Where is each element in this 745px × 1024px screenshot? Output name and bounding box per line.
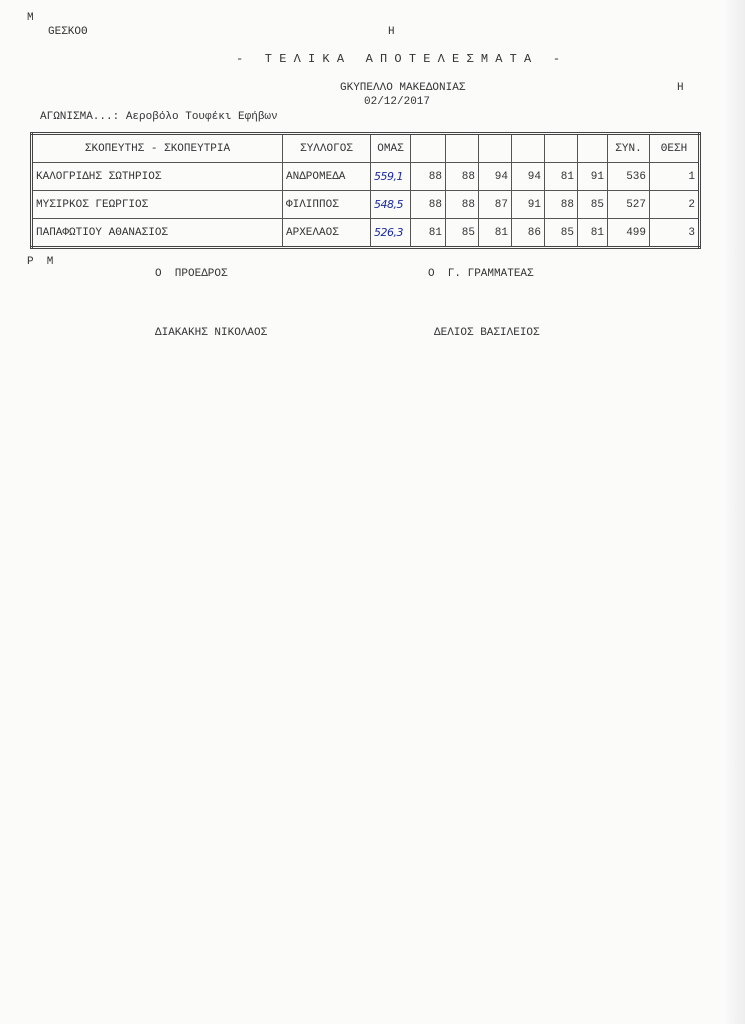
series-score: 88	[445, 162, 479, 191]
shooter-name: ΜΥΣΙΡΚΟΣ ΓΕΩΡΓΙΟΣ	[31, 190, 283, 219]
place: 3	[649, 218, 700, 248]
series-score: 88	[410, 190, 446, 219]
club-name: ΦΙΛΙΠΠΟΣ	[282, 190, 371, 219]
mark-h: H	[677, 82, 684, 94]
column-header	[445, 133, 479, 163]
place: 1	[649, 162, 700, 191]
series-score: 81	[478, 218, 512, 248]
column-header	[478, 133, 512, 163]
series-score: 86	[511, 218, 545, 248]
column-header: ΣΥΝ.	[607, 133, 650, 163]
series-score: 81	[577, 218, 608, 248]
column-header: ΣΚΟΠΕΥΤΗΣ - ΣΚΟΠΕΥΤΡΙΑ	[31, 133, 283, 163]
secretary-title: Ο Γ. ΓΡΑΜΜΑΤΕΑΣ	[428, 268, 534, 280]
team-score-handwritten: 548,5	[370, 190, 411, 219]
results-table: ΣΚΟΠΕΥΤΗΣ - ΣΚΟΠΕΥΤΡΙΑ ΣΥΛΛΟΓΟΣ ΟΜΑΣ ΣΥΝ…	[30, 132, 701, 249]
column-header: ΣΥΛΛΟΓΟΣ	[282, 133, 371, 163]
total-score: 499	[607, 218, 650, 248]
corner-mark: M	[27, 12, 34, 24]
series-score: 85	[544, 218, 578, 248]
column-header	[511, 133, 545, 163]
event-label: ΑΓΩΝΙΣΜΑ...: Αεροβόλο Τουφέκι Εφήβων	[40, 111, 278, 123]
column-header	[410, 133, 446, 163]
table-row: ΠΑΠΑΦΩΤΙΟΥ ΑΘΑΝΑΣΙΟΣ ΑΡΧΕΛΑΟΣ 526,3 81 85 81 8…	[31, 218, 700, 248]
series-score: 87	[478, 190, 512, 219]
scan-edge	[723, 0, 745, 1024]
series-score: 81	[544, 162, 578, 191]
venue: GKΥΠΕΛΛΟ ΜΑΚΕΔΟΝΙΑΣ	[340, 82, 466, 94]
secretary-name: ΔΕΛΙΟΣ ΒΑΣΙΛΕΙΟΣ	[434, 327, 540, 339]
total-score: 536	[607, 162, 650, 191]
shooter-name: ΠΑΠΑΦΩΤΙΟΥ ΑΘΑΝΑΣΙΟΣ	[31, 218, 283, 248]
document-title: - Τ Ε Λ Ι Κ Α Α Π Ο Τ Ε Λ Ε Σ Μ Α Τ Α -	[236, 52, 561, 66]
column-header: ΘΕΣΗ	[649, 133, 700, 163]
series-score: 85	[577, 190, 608, 219]
place: 2	[649, 190, 700, 219]
column-header: ΟΜΑΣ	[370, 133, 411, 163]
date: 02/12/2017	[364, 96, 431, 108]
footer-mark: P M	[27, 256, 54, 268]
series-score: 94	[511, 162, 545, 191]
series-score: 94	[478, 162, 512, 191]
mark-h: H	[388, 26, 395, 38]
shooter-name: ΚΑΛΟΓΡΙΔΗΣ ΣΩΤΗΡΙΟΣ	[31, 162, 283, 191]
series-score: 85	[445, 218, 479, 248]
org-code: GEΣKOΘ	[48, 26, 88, 38]
series-score: 88	[410, 162, 446, 191]
team-score-handwritten: 559,1	[370, 162, 411, 191]
president-name: ΔΙΑΚΑΚΗΣ ΝΙΚΟΛΑΟΣ	[155, 327, 268, 339]
series-score: 88	[544, 190, 578, 219]
club-name: ΑΝΔΡΟΜΕΔΑ	[282, 162, 371, 191]
series-score: 91	[577, 162, 608, 191]
team-score-handwritten: 526,3	[370, 218, 411, 248]
table-header-row: ΣΚΟΠΕΥΤΗΣ - ΣΚΟΠΕΥΤΡΙΑ ΣΥΛΛΟΓΟΣ ΟΜΑΣ ΣΥΝ…	[31, 133, 700, 163]
series-score: 91	[511, 190, 545, 219]
column-header	[544, 133, 578, 163]
table-row: ΜΥΣΙΡΚΟΣ ΓΕΩΡΓΙΟΣ ΦΙΛΙΠΠΟΣ 548,5 88 88 87 91 88…	[31, 190, 700, 219]
club-name: ΑΡΧΕΛΑΟΣ	[282, 218, 371, 248]
total-score: 527	[607, 190, 650, 219]
series-score: 81	[410, 218, 446, 248]
table-row: ΚΑΛΟΓΡΙΔΗΣ ΣΩΤΗΡΙΟΣ ΑΝΔΡΟΜΕΔΑ 559,1 88 88 94 9…	[31, 162, 700, 191]
president-title: Ο ΠΡΟΕΔΡΟΣ	[155, 268, 228, 280]
column-header	[577, 133, 608, 163]
series-score: 88	[445, 190, 479, 219]
